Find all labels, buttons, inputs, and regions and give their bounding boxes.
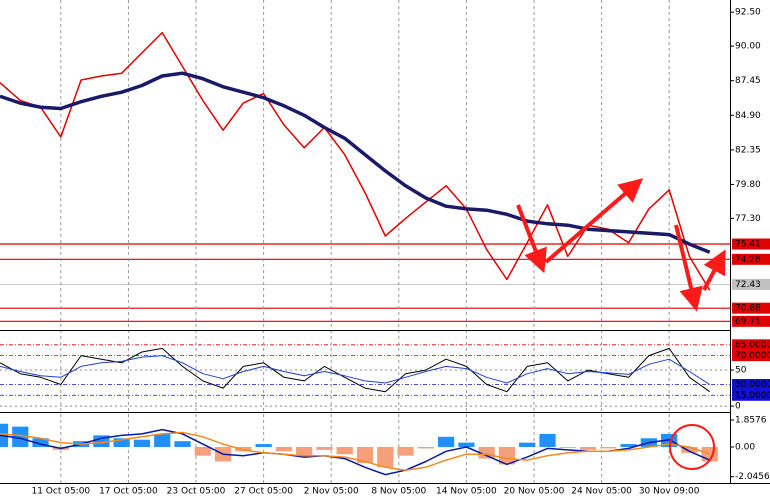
- y-tick-label: 77.30: [735, 214, 761, 224]
- y-tick-label: 90.00: [735, 42, 761, 52]
- y-tick-label: 87.45: [735, 76, 761, 86]
- histogram-bar: [600, 446, 617, 449]
- level-label: 15.0000: [735, 391, 770, 401]
- frame: [0, 0, 770, 484]
- y-tick-label: 50: [735, 366, 747, 376]
- x-tick-label: 30 Nov 09:00: [639, 487, 700, 497]
- level-label-box: [732, 238, 770, 250]
- histogram-bar: [559, 446, 576, 448]
- arrow: [674, 224, 703, 312]
- grid: [0, 0, 734, 483]
- level-label: 30.0000: [735, 380, 770, 390]
- level-label-box: [732, 315, 770, 327]
- histogram-bar: [93, 435, 110, 447]
- series-line: [0, 355, 710, 385]
- level-label: 72.43: [735, 280, 761, 290]
- histogram-bar: [154, 433, 171, 447]
- x-tick-label: 8 Nov 05:00: [371, 487, 426, 497]
- histogram-bar: [498, 446, 516, 465]
- histogram-bar: [397, 446, 414, 456]
- y-tick-label: -2.0456: [735, 472, 770, 482]
- level-label-box: [732, 278, 770, 290]
- histogram-bar: [32, 438, 49, 447]
- level-label: 70.68: [735, 304, 761, 314]
- level-label: 75.41: [735, 240, 761, 250]
- histogram-bar: [356, 446, 374, 463]
- arrow: [544, 178, 644, 264]
- series-line: [0, 347, 710, 393]
- histogram-bar: [519, 442, 536, 447]
- y-tick-label: 0.00: [735, 442, 755, 452]
- level-label-box: [732, 253, 770, 265]
- plot-area: [0, 31, 718, 476]
- histogram-bar: [478, 446, 495, 459]
- y-tick-label: 1.8576: [735, 416, 767, 426]
- histogram-bar: [255, 444, 272, 447]
- level-label: 69.71: [735, 317, 761, 327]
- x-tick-label: 27 Oct 05:00: [234, 487, 293, 497]
- histogram-bar: [316, 446, 333, 450]
- series-line: [0, 31, 711, 291]
- level-label-box: [732, 302, 770, 314]
- x-tick-label: 23 Oct 05:00: [167, 487, 226, 497]
- level-label: 74.28: [735, 255, 761, 265]
- arrow: [702, 249, 726, 291]
- x-tick-label: 2 Nov 05:00: [304, 487, 359, 497]
- x-tick-label: 14 Nov 05:00: [436, 487, 497, 497]
- histogram-bar: [113, 438, 130, 447]
- level-label-box: [732, 350, 770, 362]
- histogram-bar: [377, 446, 394, 468]
- histogram-bar: [539, 433, 556, 447]
- series-line: [0, 71, 711, 254]
- x-tick-label: 11 Oct 05:00: [31, 487, 90, 497]
- arrow: [516, 204, 547, 274]
- annotations: [516, 178, 726, 470]
- histogram-bar: [417, 446, 434, 449]
- histogram-bar: [681, 446, 698, 453]
- histogram-bar: [620, 444, 637, 447]
- x-tick-label: 20 Nov 05:00: [504, 487, 565, 497]
- histogram-bar: [12, 426, 29, 447]
- y-tick-label: 79.80: [735, 180, 761, 190]
- highlight-circle: [669, 424, 715, 470]
- histogram-bar: [133, 439, 151, 447]
- histogram-bar: [275, 446, 292, 452]
- x-tick-label: 24 Nov 05:00: [571, 487, 632, 497]
- y-tick-label: 82.35: [735, 145, 761, 155]
- histogram-bar: [296, 446, 313, 456]
- histogram-bar: [579, 446, 597, 450]
- y-tick-label: 84.90: [735, 111, 761, 121]
- level-label-box: [732, 389, 770, 401]
- level-label-box: [732, 378, 770, 390]
- level-label: 70.0000: [735, 351, 770, 361]
- x-tick-label: 17 Oct 05:00: [99, 487, 158, 497]
- histogram-bar: [438, 436, 455, 447]
- series-line: [0, 431, 710, 471]
- histogram-bar: [458, 442, 475, 447]
- histogram-bar: [194, 446, 211, 456]
- histogram-bar: [174, 441, 191, 447]
- y-tick-label: 92.50: [735, 8, 761, 18]
- level-label: 85.0000: [735, 340, 770, 350]
- histogram-bar: [336, 446, 353, 455]
- y-tick-label: 0: [735, 402, 741, 412]
- level-label-box: [732, 339, 770, 351]
